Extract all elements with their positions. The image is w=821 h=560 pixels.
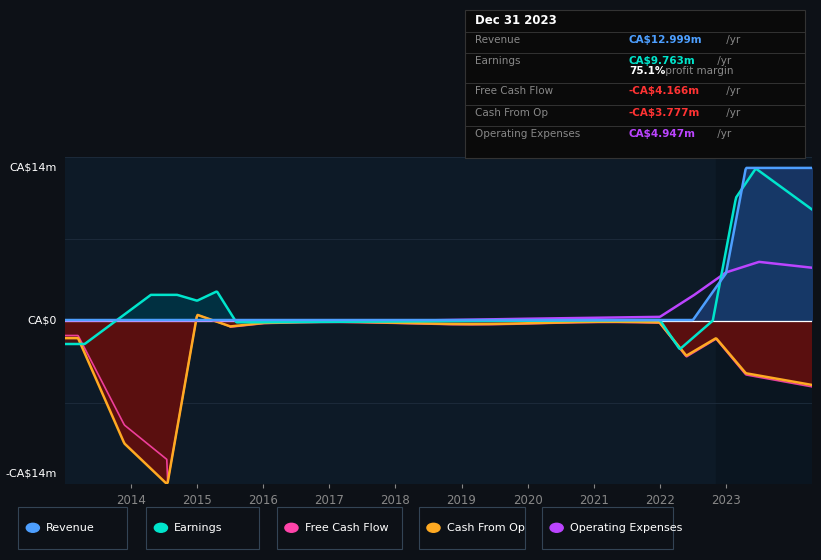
Text: Cash From Op: Cash From Op xyxy=(447,523,525,533)
Text: -CA$14m: -CA$14m xyxy=(5,469,57,479)
Text: /yr: /yr xyxy=(723,86,741,96)
Text: /yr: /yr xyxy=(723,35,741,45)
Text: Earnings: Earnings xyxy=(174,523,222,533)
Text: Dec 31 2023: Dec 31 2023 xyxy=(475,14,557,27)
Text: /yr: /yr xyxy=(723,108,741,118)
Text: CA$0: CA$0 xyxy=(27,316,57,325)
Text: -CA$4.166m: -CA$4.166m xyxy=(629,86,700,96)
Text: profit margin: profit margin xyxy=(662,66,733,76)
Text: CA$12.999m: CA$12.999m xyxy=(629,35,703,45)
Text: Operating Expenses: Operating Expenses xyxy=(475,129,580,139)
Bar xyxy=(716,157,821,484)
Text: /yr: /yr xyxy=(714,129,732,139)
Text: CA$14m: CA$14m xyxy=(9,162,57,172)
Text: Free Cash Flow: Free Cash Flow xyxy=(475,86,553,96)
Text: /yr: /yr xyxy=(714,56,732,66)
Text: Operating Expenses: Operating Expenses xyxy=(570,523,682,533)
Text: Earnings: Earnings xyxy=(475,56,520,66)
Text: CA$9.763m: CA$9.763m xyxy=(629,56,695,66)
Text: CA$4.947m: CA$4.947m xyxy=(629,129,696,139)
Text: Revenue: Revenue xyxy=(46,523,94,533)
Text: Cash From Op: Cash From Op xyxy=(475,108,548,118)
Text: 75.1%: 75.1% xyxy=(629,66,665,76)
Text: Revenue: Revenue xyxy=(475,35,520,45)
Text: -CA$3.777m: -CA$3.777m xyxy=(629,108,700,118)
Text: Free Cash Flow: Free Cash Flow xyxy=(305,523,388,533)
